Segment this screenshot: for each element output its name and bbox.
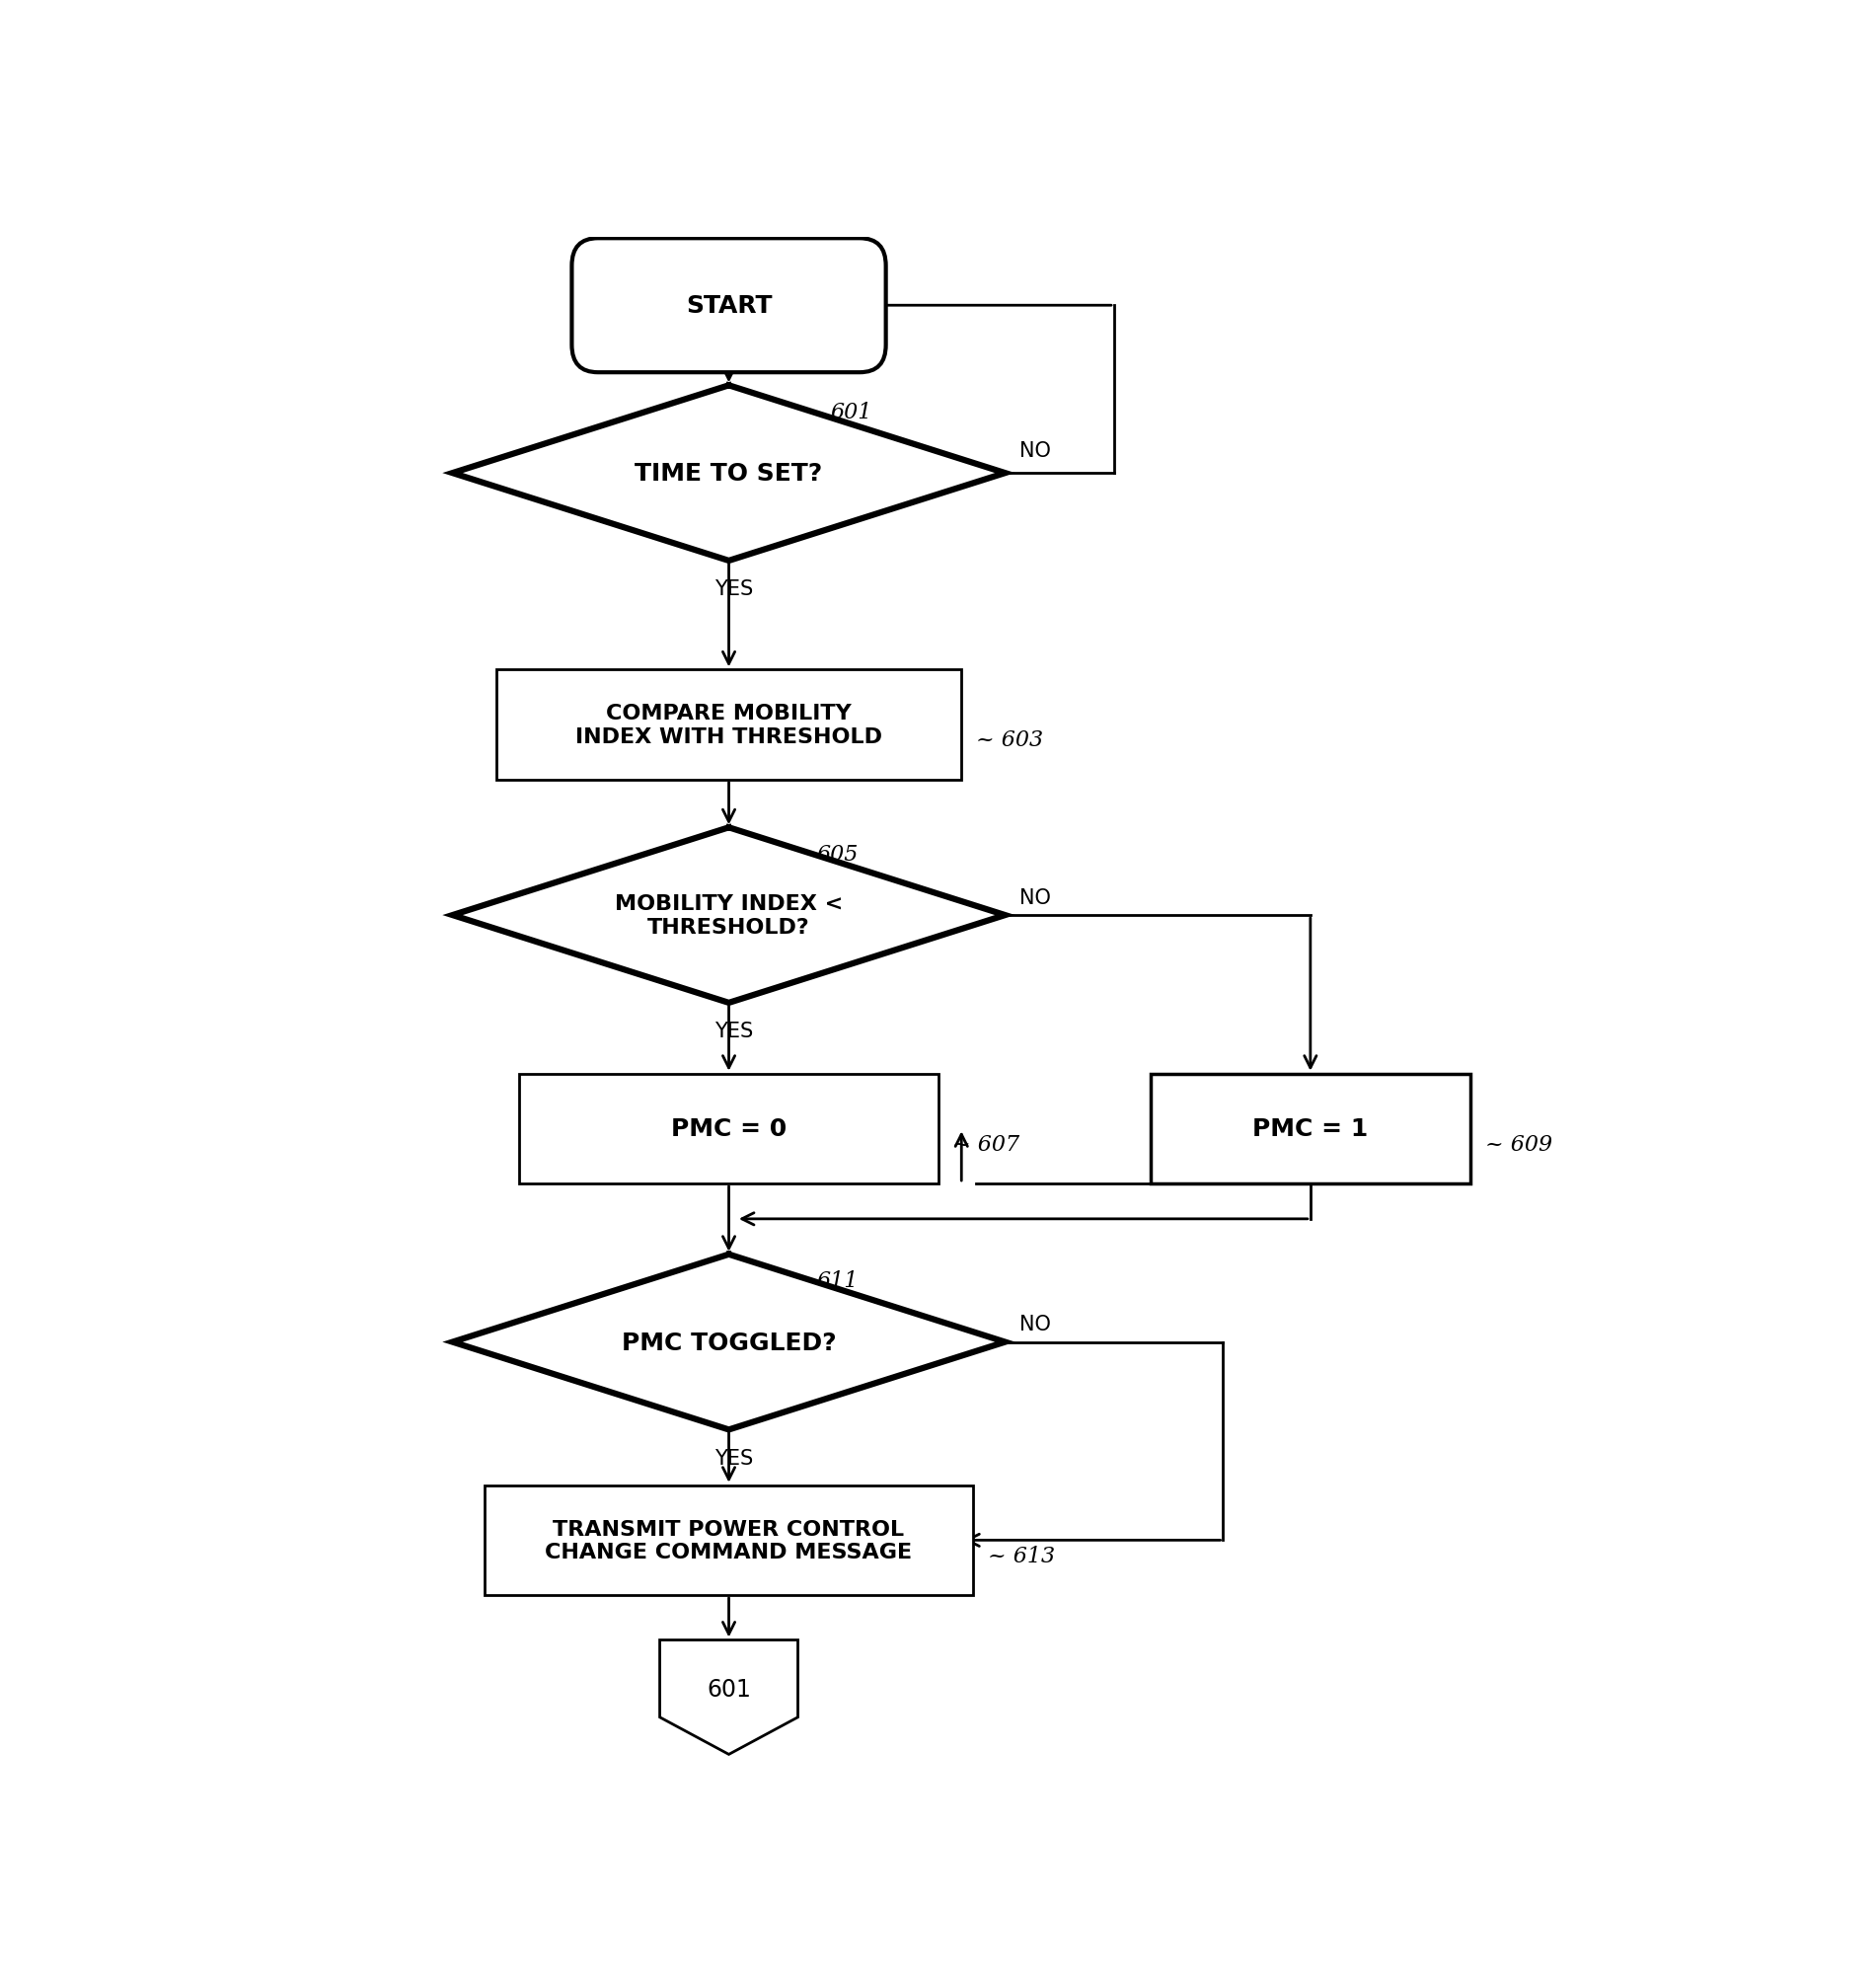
Text: PMC = 0: PMC = 0	[672, 1116, 786, 1140]
Text: PMC TOGGLED?: PMC TOGGLED?	[621, 1330, 837, 1354]
Text: ~ 603: ~ 603	[976, 730, 1043, 752]
Text: YES: YES	[715, 1449, 752, 1468]
Text: PMC = 1: PMC = 1	[1253, 1116, 1368, 1140]
Polygon shape	[660, 1641, 797, 1755]
Text: ~ 609: ~ 609	[1486, 1134, 1551, 1156]
Text: 601: 601	[707, 1676, 750, 1700]
Text: NO: NO	[1021, 887, 1051, 906]
Bar	[520, 1075, 938, 1183]
Bar	[1150, 1075, 1471, 1183]
Text: TIME TO SET?: TIME TO SET?	[634, 461, 824, 485]
Text: 601: 601	[831, 402, 872, 424]
Text: YES: YES	[715, 1021, 752, 1041]
Text: ~ 613: ~ 613	[987, 1546, 1054, 1567]
Bar	[484, 1486, 974, 1595]
Text: NO: NO	[1021, 441, 1051, 461]
Polygon shape	[452, 827, 1006, 1003]
Bar	[495, 671, 961, 780]
Polygon shape	[452, 1255, 1006, 1431]
Text: COMPARE MOBILITY
INDEX WITH THRESHOLD: COMPARE MOBILITY INDEX WITH THRESHOLD	[576, 705, 882, 746]
Text: MOBILITY INDEX <
THRESHOLD?: MOBILITY INDEX < THRESHOLD?	[615, 895, 842, 936]
Text: 605: 605	[816, 843, 857, 865]
Text: YES: YES	[715, 580, 752, 600]
Text: ~ 607: ~ 607	[953, 1134, 1021, 1156]
Text: TRANSMIT POWER CONTROL
CHANGE COMMAND MESSAGE: TRANSMIT POWER CONTROL CHANGE COMMAND ME…	[546, 1520, 912, 1561]
Text: 611: 611	[816, 1271, 857, 1292]
Text: START: START	[685, 295, 773, 319]
Polygon shape	[452, 386, 1006, 562]
FancyBboxPatch shape	[572, 239, 885, 374]
Text: NO: NO	[1021, 1314, 1051, 1334]
